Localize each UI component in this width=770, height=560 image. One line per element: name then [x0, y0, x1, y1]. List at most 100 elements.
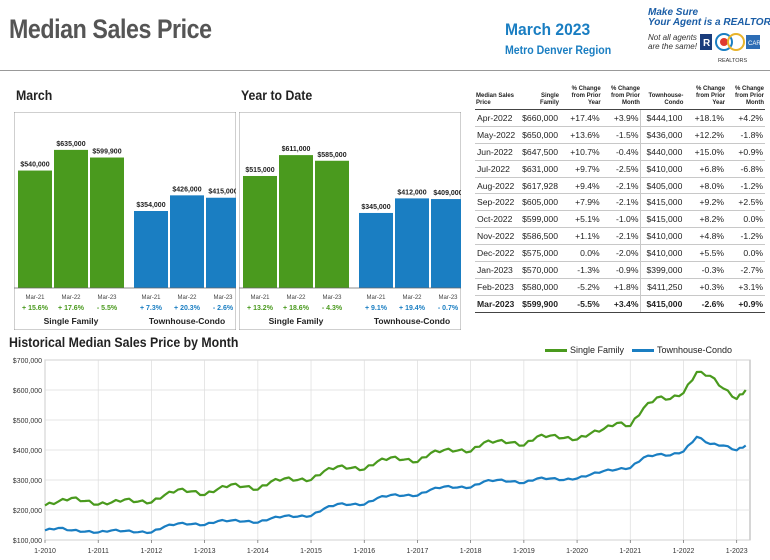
table-cell: +9.4% — [559, 177, 602, 195]
table-cell: -1.2% — [726, 227, 765, 246]
table-cell: Nov-2022 — [475, 227, 520, 246]
bar-change-label: + 13.2% — [247, 305, 274, 312]
table-cell: $415,000 — [640, 295, 685, 313]
bar-change-label: - 2.6% — [213, 305, 234, 312]
x-tick-label: 1-2021 — [619, 548, 641, 555]
bar-category-label: Mar-21 — [366, 295, 386, 301]
bar-category-label: Mar-23 — [97, 295, 117, 301]
table-cell: $599,900 — [519, 295, 560, 313]
table-header-cell: Townhouse-Condo — [640, 86, 685, 110]
legend-single-family: Single Family — [545, 345, 624, 355]
bar-change-label: - 4.3% — [322, 305, 343, 312]
table-cell: $617,928 — [519, 177, 560, 195]
bar-value-label: $345,000 — [361, 204, 390, 211]
table-cell: -0.3% — [684, 261, 727, 279]
bar-category-label: Mar-23 — [438, 295, 458, 301]
table-row: Apr-2022 $660,000 +17.4% +3.9% $444,100 +18.1… — [475, 109, 765, 127]
bar-value-label: $412,000 — [397, 189, 426, 196]
bar-category-label: Mar-22 — [61, 295, 81, 301]
table-cell: -2.1% — [601, 227, 641, 246]
x-tick-label: 1-2018 — [460, 548, 482, 555]
table-cell: $660,000 — [519, 109, 560, 127]
y-tick-label: $200,000 — [13, 508, 42, 515]
table-cell: -2.1% — [601, 193, 641, 212]
x-tick-label: 1-2023 — [726, 548, 748, 555]
table-cell: +10.7% — [559, 143, 602, 161]
bar-value-label: $635,000 — [56, 141, 85, 148]
table-cell: $647,500 — [519, 143, 560, 161]
table-cell: $415,000 — [640, 210, 685, 229]
bar-change-label: + 9.1% — [365, 305, 388, 312]
bar-change-label: + 17.6% — [58, 305, 85, 312]
table-cell: +0.9% — [726, 143, 765, 161]
bar-group-label: Single Family — [269, 316, 324, 326]
table-cell: $444,100 — [640, 109, 685, 127]
legend-label: Townhouse-Condo — [657, 345, 733, 355]
bar-group-label: Single Family — [44, 316, 99, 326]
bar-change-label: - 5.5% — [97, 305, 118, 312]
table-header-cell: % Change from Prior Year — [684, 86, 727, 110]
y-tick-label: $100,000 — [13, 538, 42, 545]
header-divider — [0, 70, 770, 71]
table-cell: May-2022 — [475, 126, 520, 144]
legend-swatch — [545, 348, 567, 352]
bar — [90, 157, 124, 288]
series-line-single-family — [44, 370, 747, 507]
svg-text:CAR: CAR — [748, 41, 761, 47]
svg-text:R: R — [703, 38, 711, 49]
table-cell: Jul-2022 — [475, 160, 520, 178]
table-cell: -1.0% — [601, 210, 641, 229]
table-row: Aug-2022 $617,928 +9.4% -2.1% $405,000 +8.0% -… — [475, 177, 765, 195]
table-cell: +9.7% — [559, 160, 602, 178]
bar — [54, 149, 88, 288]
report-month: March 2023 — [505, 20, 591, 39]
table-cell: -1.2% — [726, 177, 765, 195]
table-row: Nov-2022 $586,500 +1.1% -2.1% $410,000 +4.8% -… — [475, 227, 765, 246]
legend-label: Single Family — [570, 345, 625, 355]
table-cell: +8.0% — [684, 177, 727, 195]
bar-category-label: Mar-21 — [25, 295, 45, 301]
table-cell: +12.2% — [684, 126, 727, 144]
table-row: Oct-2022 $599,000 +5.1% -1.0% $415,000 +8.2% 0… — [475, 210, 765, 229]
table-cell: Feb-2023 — [475, 278, 520, 296]
bar-value-label: $354,000 — [136, 202, 165, 209]
bar-category-label: Mar-22 — [177, 295, 197, 301]
table-cell: Dec-2022 — [475, 244, 520, 263]
table-header-row: Median Sales Price Single Family % Chang… — [475, 86, 765, 110]
table-cell: 0.0% — [559, 244, 602, 263]
table-cell: -1.5% — [601, 126, 641, 144]
x-tick-label: 1-2010 — [34, 548, 56, 555]
table-row: Jun-2022 $647,500 +10.7% -0.4% $440,000 +15.0… — [475, 143, 765, 161]
table-cell: Apr-2022 — [475, 109, 520, 127]
table-cell: $415,000 — [640, 193, 685, 212]
table-cell: $575,000 — [519, 244, 560, 263]
x-tick-label: 1-2011 — [88, 548, 109, 555]
bar-value-label: $540,000 — [20, 162, 49, 169]
bar-category-label: Mar-22 — [402, 295, 422, 301]
table-cell: $410,000 — [640, 244, 685, 263]
bar — [395, 198, 429, 288]
brand-note-2: are the same! — [648, 42, 697, 51]
table-row: Sep-2022 $605,000 +7.9% -2.1% $415,000 +9.2% +… — [475, 193, 765, 212]
table-cell: +13.6% — [559, 126, 602, 144]
table-cell: +5.1% — [559, 210, 602, 229]
table-cell: +15.0% — [684, 143, 727, 161]
table-row: Jan-2023 $570,000 -1.3% -0.9% $399,000 -0.3% -… — [475, 261, 765, 279]
table-cell: $410,000 — [640, 160, 685, 178]
brand-line-2: Your Agent is a REALTOR® — [648, 17, 770, 28]
page-title: Median Sales Price — [9, 14, 212, 44]
bar-change-label: + 20.3% — [174, 305, 201, 312]
y-tick-label: $700,000 — [13, 358, 42, 365]
table-cell: +3.4% — [601, 295, 641, 313]
bar-category-label: Mar-23 — [322, 295, 342, 301]
y-tick-label: $300,000 — [13, 478, 42, 485]
bar — [431, 199, 461, 288]
x-tick-label: 1-2016 — [353, 548, 375, 555]
table-cell: +7.9% — [559, 193, 602, 212]
table-cell: $650,000 — [519, 126, 560, 144]
table-header-cell: % Change from Prior Month — [726, 86, 765, 110]
bar-value-label: $611,000 — [282, 146, 311, 153]
table-cell: Aug-2022 — [475, 177, 520, 195]
table-row: Feb-2023 $580,000 -5.2% +1.8% $411,250 +0.3% +… — [475, 278, 765, 296]
brand-sub: REALTORS — [718, 58, 748, 64]
